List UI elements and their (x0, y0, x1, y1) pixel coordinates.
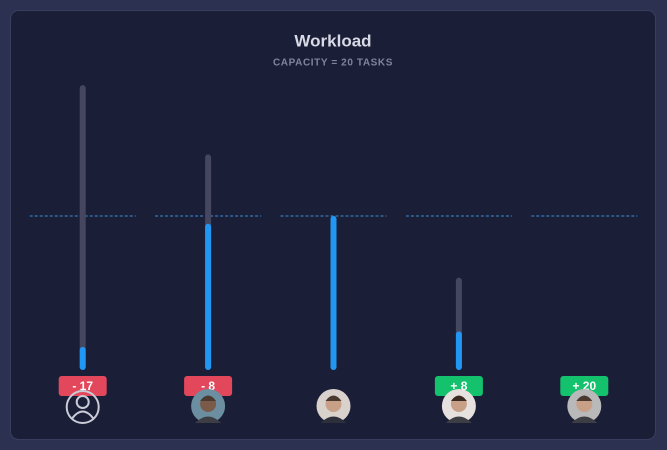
workload-bar (455, 331, 462, 370)
chart-subtitle: CAPACITY = 20 TASKS (273, 58, 393, 69)
chart-title: Workload (294, 31, 371, 50)
avatar-ring (65, 390, 100, 424)
avatar-hair (200, 395, 217, 401)
balance-badge (184, 376, 233, 396)
avatar (65, 390, 100, 424)
balance-badge (434, 376, 483, 396)
avatar (191, 389, 226, 423)
avatar-shoulders (195, 416, 222, 423)
avatar-shoulders (320, 416, 347, 423)
avatar-head (75, 395, 90, 409)
avatar (567, 389, 602, 423)
avatar-hair (576, 395, 593, 401)
balance-label: + 20 (572, 379, 596, 393)
avatar (316, 389, 351, 423)
workload-bar (205, 223, 212, 370)
avatar-shoulders (445, 416, 472, 423)
avatar-shoulders (571, 416, 598, 423)
avatar-hair (450, 395, 467, 401)
workload-bar (79, 85, 86, 370)
avatar-body (70, 410, 95, 420)
workload-bar (330, 216, 337, 370)
avatar (441, 389, 476, 423)
balance-label: - 17 (72, 379, 93, 393)
balance-badge (560, 376, 609, 396)
balance-badge (58, 376, 107, 396)
workload-bar (79, 346, 86, 370)
avatar-hair (325, 395, 342, 401)
